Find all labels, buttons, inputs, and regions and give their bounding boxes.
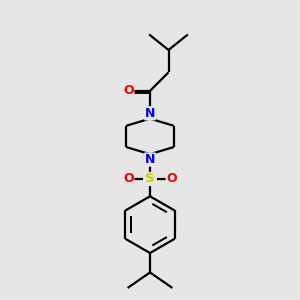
Text: O: O bbox=[123, 172, 134, 185]
Text: N: N bbox=[145, 153, 155, 166]
Text: N: N bbox=[145, 107, 155, 120]
Text: O: O bbox=[166, 172, 177, 185]
Text: O: O bbox=[123, 84, 134, 98]
Text: S: S bbox=[145, 172, 155, 185]
